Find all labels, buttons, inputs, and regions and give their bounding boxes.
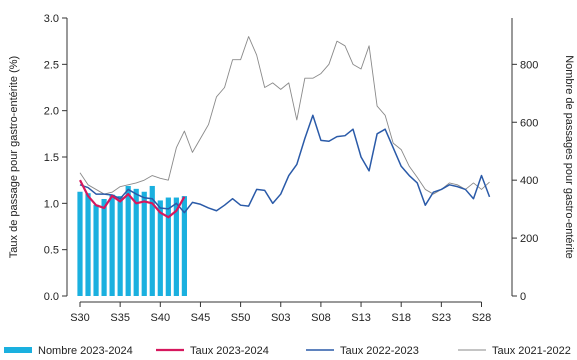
- y-right-tick-label: 0: [520, 291, 526, 303]
- line-taux-2021-2022: [79, 36, 490, 195]
- legend-label-nombre-2023-2024: Nombre 2023-2024: [38, 345, 133, 357]
- x-tick-label: S40: [151, 312, 171, 324]
- bar-nombre-2023-2024: [141, 191, 147, 296]
- bar-nombre-2023-2024: [117, 196, 123, 296]
- plot-area: [77, 36, 491, 296]
- bar-nombre-2023-2024: [133, 188, 139, 296]
- legend-label-taux-2022-2023: Taux 2022-2023: [340, 345, 419, 357]
- x-tick-label: S30: [70, 312, 90, 324]
- bar-nombre-2023-2024: [85, 193, 91, 296]
- y-left-tick-label: 0.5: [44, 245, 59, 257]
- y-right-tick-label: 400: [520, 175, 538, 187]
- x-tick-label: S18: [391, 312, 411, 324]
- bar-nombre-2023-2024: [149, 185, 155, 296]
- legend-swatch-nombre-2023-2024: [4, 347, 32, 353]
- legend: Nombre 2023-2024 Taux 2023-2024 Taux 2022-…: [4, 345, 571, 357]
- x-tick-label: S23: [432, 312, 452, 324]
- bar-nombre-2023-2024: [109, 194, 115, 296]
- line-taux-2022-2023: [79, 114, 491, 214]
- y-left-tick-label: 0.0: [44, 291, 59, 303]
- x-tick-label: S45: [191, 312, 211, 324]
- bar-nombre-2023-2024: [173, 197, 179, 296]
- axes: 0.0 0.5 1.0 1.5 2.0 2.5 3.0 0 200 400 600 800 S30 S35…: [44, 13, 539, 324]
- x-tick-label: S13: [351, 312, 371, 324]
- bar-nombre-2023-2024: [157, 200, 163, 296]
- legend-label-taux-2021-2022: Taux 2021-2022: [492, 345, 571, 357]
- y-axis-right-title: Nombre de passages pour gastro-entérite: [563, 55, 575, 259]
- x-tick-label: S50: [231, 312, 251, 324]
- y-axis-left-title: Taux de passage pour gastro-entérite (%): [8, 56, 20, 258]
- bar-nombre-2023-2024: [181, 196, 187, 296]
- y-right-tick-label: 600: [520, 117, 538, 129]
- bar-nombre-2023-2024: [125, 185, 131, 296]
- x-tick-label: S03: [271, 312, 291, 324]
- bar-nombre-2023-2024: [77, 191, 83, 296]
- line-taux-2023-2024: [79, 179, 186, 219]
- x-tick-label: S28: [472, 312, 492, 324]
- y-left-tick-label: 1.5: [44, 152, 59, 164]
- bar-nombre-2023-2024: [165, 197, 171, 296]
- y-left-tick-label: 1.0: [44, 198, 59, 210]
- y-left-tick-label: 2.5: [44, 59, 59, 71]
- y-left-tick-label: 2.0: [44, 106, 59, 118]
- x-tick-label: S08: [311, 312, 331, 324]
- legend-label-taux-2023-2024: Taux 2023-2024: [190, 345, 269, 357]
- x-tick-label: S35: [110, 312, 130, 324]
- bar-nombre-2023-2024: [93, 204, 99, 296]
- y-right-tick-label: 200: [520, 233, 538, 245]
- y-right-tick-label: 800: [520, 59, 538, 71]
- y-left-tick-label: 3.0: [44, 13, 59, 25]
- bar-nombre-2023-2024: [101, 198, 107, 296]
